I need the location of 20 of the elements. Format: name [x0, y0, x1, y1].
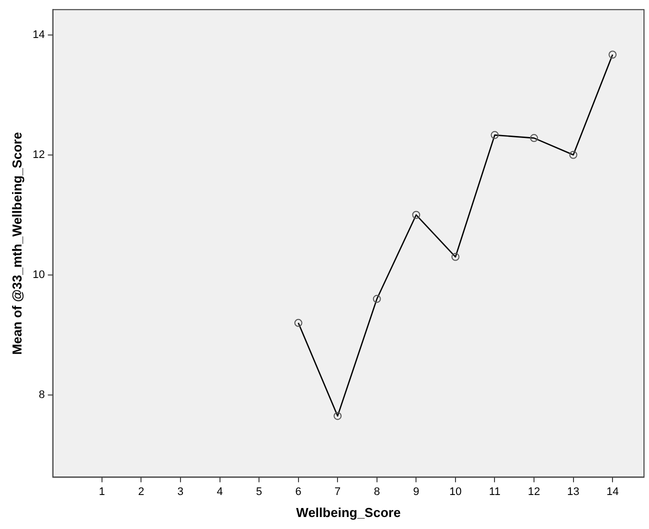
x-tick-label: 10	[449, 486, 462, 498]
x-tick-label: 14	[606, 486, 619, 498]
x-tick-label: 2	[138, 486, 144, 498]
y-tick-label: 10	[32, 268, 45, 281]
x-tick-label: 12	[528, 486, 540, 498]
x-tick-label: 13	[567, 486, 580, 498]
y-axis-title: Mean of @33_mth_Wellbeing_Score	[9, 132, 24, 355]
x-tick-label: 8	[374, 486, 380, 498]
x-tick-label: 7	[334, 486, 341, 498]
x-axis-title: Wellbeing_Score	[296, 504, 401, 520]
x-tick-label: 6	[295, 486, 302, 498]
x-tick-label: 5	[256, 486, 262, 498]
y-tick-label: 12	[32, 148, 45, 161]
x-tick-label: 9	[413, 486, 420, 498]
x-tick-label: 11	[489, 486, 500, 498]
y-tick-label: 8	[38, 388, 45, 401]
x-tick-label: 3	[177, 486, 184, 498]
x-tick-label: 1	[98, 486, 105, 498]
x-tick-label: 4	[216, 486, 223, 498]
y-tick-label: 14	[32, 28, 45, 41]
